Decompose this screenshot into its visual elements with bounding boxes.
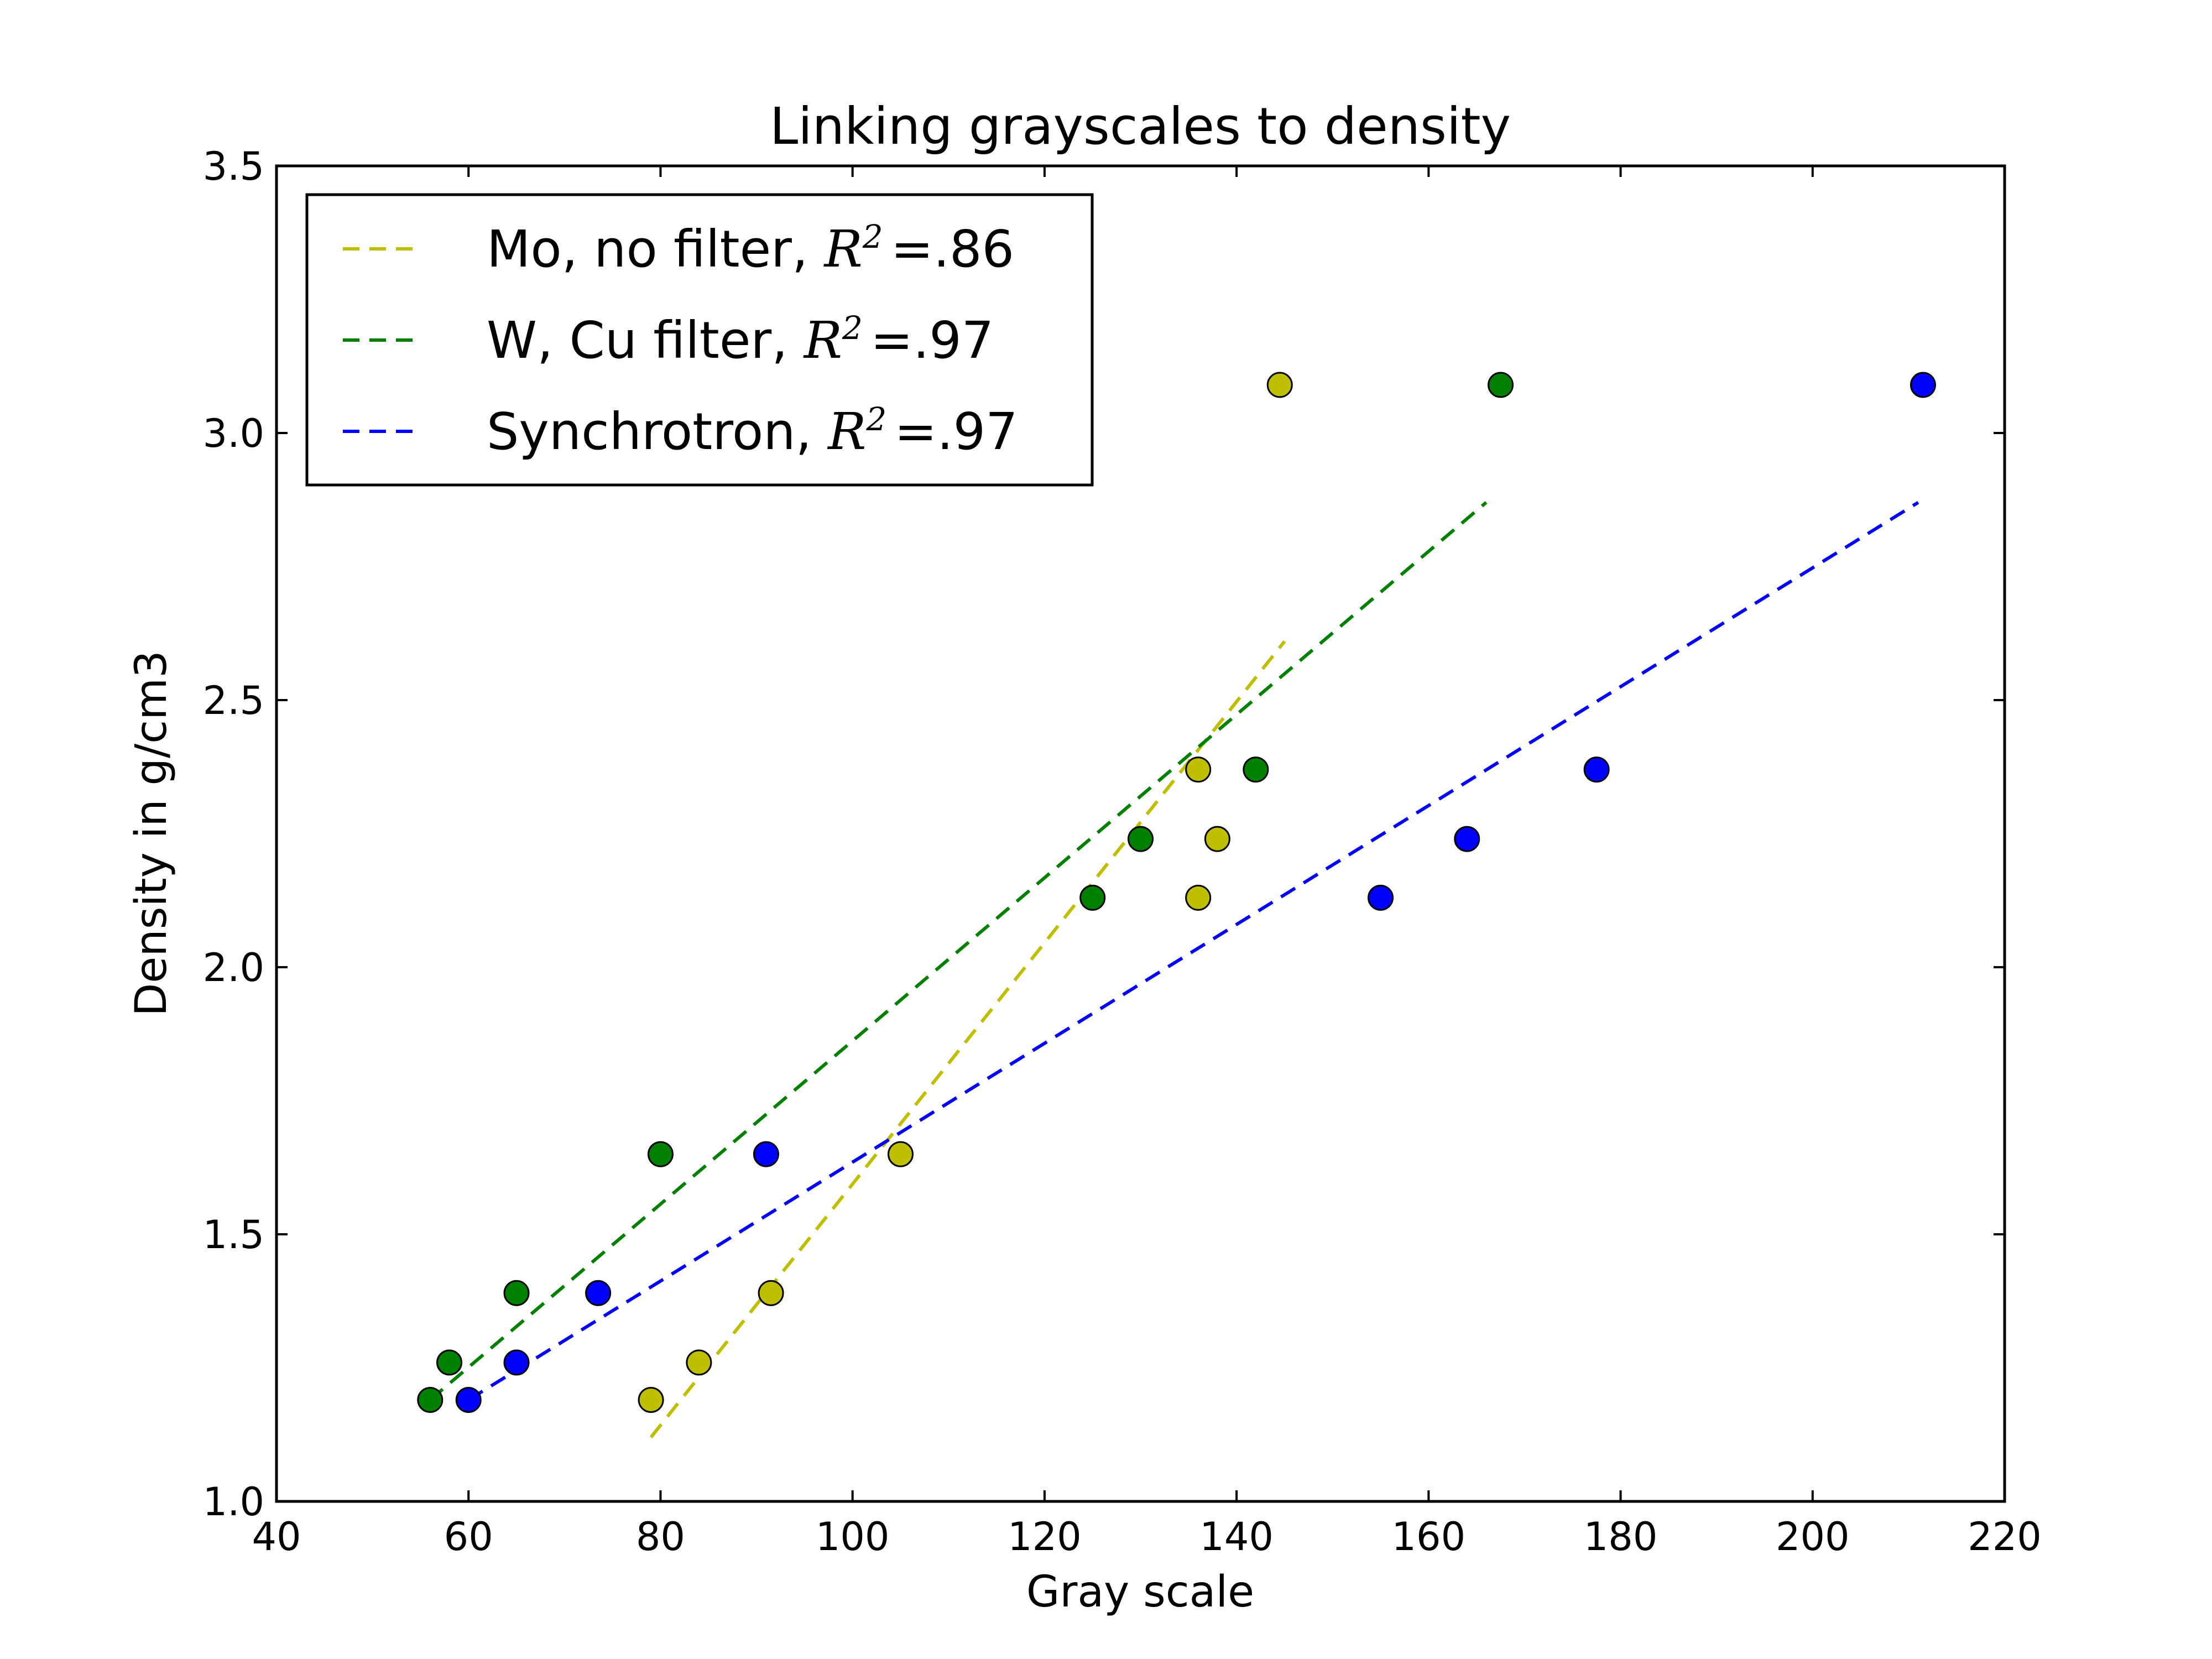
legend-label-series-2: W, Cu filter, R2 =.97: [487, 309, 994, 370]
fit-line-series-1: [649, 640, 1286, 1438]
legend-label-series-3: Synchrotron, R2 =.97: [487, 400, 1018, 461]
y-tick-label: 2.0: [203, 945, 264, 990]
data-point-series-3: [1454, 826, 1480, 852]
data-point-series-1: [1185, 884, 1212, 911]
data-point-series-1: [758, 1280, 784, 1306]
data-point-series-1: [1204, 826, 1230, 852]
data-point-series-2: [417, 1386, 444, 1413]
data-point-series-1: [887, 1141, 914, 1167]
x-axis-ticks: 40 60 80 100 120 140 160 180 200 220: [252, 166, 2042, 1559]
x-tick-label: 120: [1008, 1514, 1082, 1559]
chart-title: Linking grayscales to density: [770, 97, 1511, 156]
x-axis-title: Gray scale: [1026, 1567, 1254, 1617]
data-point-series-2: [1079, 884, 1106, 911]
x-tick-label: 200: [1776, 1514, 1850, 1559]
legend-label-series-1: Mo, no filter, R2 =.86: [487, 218, 1014, 279]
plot-frame: [275, 164, 2006, 1503]
legend-box: [305, 193, 1094, 487]
fit-lines: [429, 501, 1919, 1438]
x-tick-label: 60: [444, 1514, 493, 1559]
data-point-series-2: [436, 1349, 462, 1376]
data-point-series-3: [455, 1386, 482, 1413]
data-point-series-2: [1128, 826, 1154, 852]
data-points: [417, 372, 1936, 1413]
x-tick-label: 40: [252, 1514, 301, 1559]
x-tick-label: 100: [816, 1514, 890, 1559]
x-tick-label: 220: [1968, 1514, 2042, 1559]
y-axis-ticks: 1.0 1.5 2.0 2.5 3.0 3.5: [203, 144, 2005, 1525]
y-tick-label: 1.5: [203, 1212, 264, 1258]
data-point-series-3: [503, 1349, 530, 1376]
data-point-series-3: [753, 1141, 779, 1167]
x-tick-label: 160: [1392, 1514, 1466, 1559]
data-point-series-1: [1185, 757, 1212, 783]
x-tick-label: 80: [636, 1514, 685, 1559]
legend: Mo, no filter, R2 =.86 W, Cu filter, R2 =.9…: [305, 193, 1094, 487]
data-point-series-3: [1910, 372, 1936, 398]
data-point-series-1: [1266, 372, 1293, 398]
x-tick-label: 180: [1584, 1514, 1658, 1559]
data-point-series-3: [585, 1280, 612, 1306]
data-point-series-2: [1488, 372, 1514, 398]
data-point-series-1: [686, 1349, 712, 1376]
y-tick-label: 2.5: [203, 678, 264, 723]
y-tick-label: 3.5: [203, 144, 264, 189]
y-tick-label: 1.0: [203, 1479, 264, 1525]
y-axis-title: Density in g/cm3: [127, 650, 176, 1016]
data-point-series-3: [1368, 884, 1394, 911]
x-tick-label: 140: [1199, 1514, 1274, 1559]
data-point-series-2: [503, 1280, 530, 1306]
fit-line-series-3: [467, 501, 1919, 1402]
data-point-series-2: [1243, 757, 1269, 783]
data-point-series-2: [647, 1141, 674, 1167]
fit-line-series-2: [429, 501, 1488, 1401]
data-point-series-3: [1583, 757, 1610, 783]
data-point-series-1: [638, 1386, 664, 1413]
y-tick-label: 3.0: [203, 411, 264, 456]
